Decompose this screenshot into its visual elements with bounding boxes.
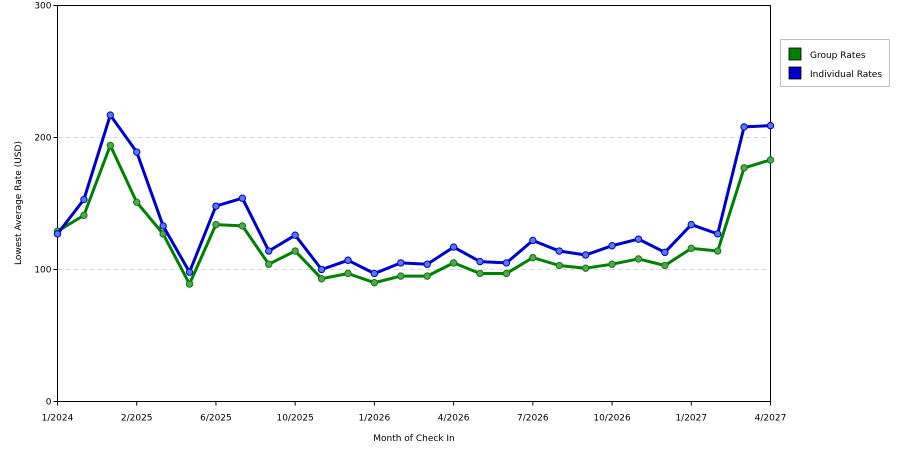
data-point-individual-rates [608,242,616,250]
x-tick-label: 10/2025 [276,414,313,424]
x-tick-label: 4/2027 [755,414,787,424]
data-point-group-rates [397,272,405,280]
data-point-individual-rates [185,268,194,276]
x-tick-label: 6/2025 [200,414,232,424]
x-tick-label: 1/2027 [675,414,707,424]
data-point-group-rates [423,272,431,280]
data-point-group-rates [713,247,722,255]
y-tick-label: 200 [34,134,51,144]
x-axis-title: Month of Check In [373,434,455,444]
data-point-individual-rates [53,230,62,238]
data-point-group-rates [661,261,669,270]
data-point-individual-rates [80,195,88,204]
data-point-individual-rates [449,243,458,251]
series-line-individual-rates [56,113,771,275]
data-point-group-rates [766,156,775,164]
data-point-individual-rates [476,257,484,266]
x-tick-label: 7/2026 [517,414,549,424]
data-point-individual-rates [766,121,775,130]
legend-label-group-rates: Group Rates [810,51,866,61]
data-point-individual-rates [238,194,247,202]
legend-swatch-individual-rates [788,66,802,80]
data-point-individual-rates [529,236,537,245]
data-point-individual-rates [687,220,695,229]
data-point-individual-rates [397,259,405,267]
series-group-rates [53,141,775,288]
data-point-individual-rates [265,247,273,255]
series-line-group-rates [56,143,771,286]
data-point-individual-rates [740,123,748,131]
data-point-individual-rates [581,251,590,259]
data-point-group-rates [212,220,220,229]
data-point-individual-rates [159,222,167,230]
data-point-individual-rates [133,148,141,156]
data-point-individual-rates [370,269,379,278]
data-point-individual-rates [502,259,511,267]
data-point-group-rates [476,269,484,278]
data-point-group-rates [608,260,616,268]
y-axis-title: Lowest Average Rate (USD) [14,141,24,265]
data-point-group-rates [634,255,643,263]
data-point-group-rates [555,261,563,270]
data-point-group-rates [687,244,695,253]
y-tick-label: 300 [34,2,51,12]
data-point-group-rates [370,279,379,287]
data-point-group-rates [80,211,88,220]
data-point-individual-rates [423,260,431,268]
x-axis-ticks: 1/2024 2/2025 6/2025 10/2025 1/2026 4/2026 7/2… [42,401,787,424]
grid-lines [57,137,771,270]
data-point-individual-rates [344,256,352,264]
data-point-group-rates [344,269,352,278]
series-individual-rates [53,111,775,278]
data-point-group-rates [185,280,194,288]
data-point-individual-rates [555,247,563,255]
data-point-individual-rates [713,230,722,238]
legend: Group Rates Individual Rates [780,39,890,87]
data-point-group-rates [449,259,458,267]
y-axis-ticks: 0 100 200 300 [34,2,58,408]
plot-frame [57,5,771,402]
data-point-group-rates [529,253,537,262]
data-point-individual-rates [317,265,326,274]
data-point-group-rates [265,260,273,268]
data-point-group-rates [317,275,326,283]
x-tick-label: 2/2025 [121,414,153,424]
data-point-group-rates [502,269,511,278]
data-point-group-rates [740,164,748,172]
x-tick-label: 1/2026 [359,414,391,424]
data-point-individual-rates [106,111,115,119]
data-point-individual-rates [634,235,643,243]
data-point-individual-rates [661,248,669,257]
data-point-group-rates [581,264,590,272]
series-lines [53,111,775,288]
data-point-group-rates [106,141,115,150]
x-tick-label: 10/2026 [593,414,631,424]
data-point-group-rates [291,247,299,255]
x-tick-label: 4/2026 [438,414,470,424]
legend-label-individual-rates: Individual Rates [810,70,882,80]
data-point-group-rates [133,198,141,206]
data-point-individual-rates [291,231,299,239]
legend-swatch-group-rates [788,47,802,61]
data-point-group-rates [238,222,247,230]
x-tick-label: 1/2024 [42,414,74,424]
y-tick-label: 100 [34,266,51,276]
y-tick-label: 0 [46,398,52,408]
data-point-individual-rates [212,202,220,210]
